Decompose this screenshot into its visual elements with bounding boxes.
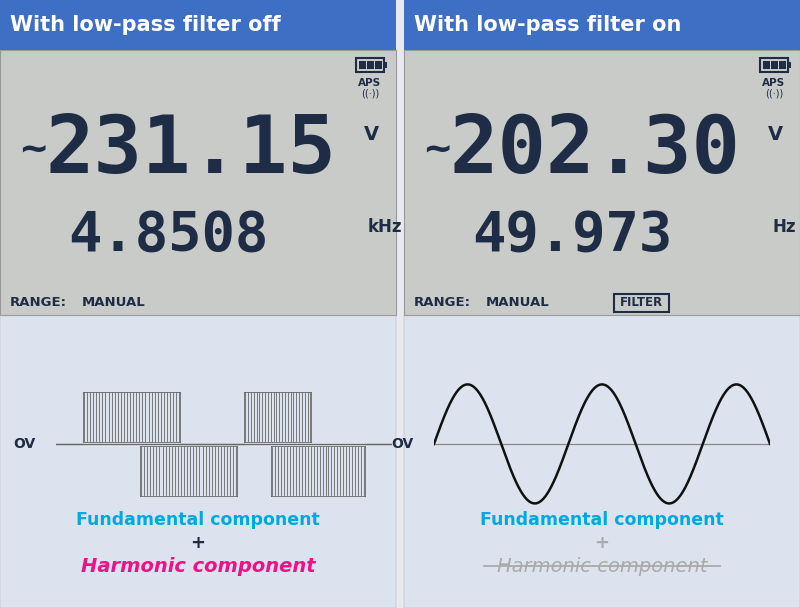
Text: 4.8508: 4.8508 [68,209,268,262]
Text: FILTER: FILTER [619,297,662,309]
Bar [763,61,770,69]
Bar [404,315,800,608]
Text: MANUAL: MANUAL [82,297,146,309]
Text: Harmonic component: Harmonic component [81,556,315,576]
Bar [0,50,396,315]
Text: Fundamental component: Fundamental component [76,511,320,529]
Text: RANGE:: RANGE: [414,297,471,309]
Text: ~: ~ [18,134,48,168]
Bar [356,58,384,72]
Bar [614,294,669,312]
Text: RANGE:: RANGE: [10,297,67,309]
Bar [771,61,778,69]
Text: APS: APS [358,78,382,88]
Text: +: + [190,534,206,552]
Text: ((·)): ((·)) [361,88,379,98]
Bar [404,0,800,50]
Text: Hz: Hz [772,218,795,237]
Bar [359,61,366,69]
Text: Fundamental component: Fundamental component [480,511,724,529]
Text: kHz: kHz [368,218,402,237]
Bar [367,61,374,69]
Text: ~: ~ [422,134,452,168]
Text: 49.973: 49.973 [472,209,672,262]
Text: APS: APS [762,78,786,88]
Bar [375,61,382,69]
Text: ((·)): ((·)) [765,88,783,98]
Bar [0,0,396,50]
Bar [404,50,800,315]
Text: Harmonic component: Harmonic component [497,556,707,576]
Bar [779,61,786,69]
Text: V: V [364,125,379,144]
Text: With low-pass filter on: With low-pass filter on [414,15,682,35]
Text: 202.30: 202.30 [450,112,741,190]
Text: OV: OV [14,437,36,451]
Text: With low-pass filter off: With low-pass filter off [10,15,281,35]
Bar [384,62,387,68]
Text: V: V [768,125,783,144]
Text: +: + [594,534,610,552]
Text: MANUAL: MANUAL [486,297,550,309]
Bar [0,315,396,608]
Text: OV: OV [391,437,414,451]
Text: 231.15: 231.15 [46,112,337,190]
Bar [788,62,791,68]
Bar [760,58,788,72]
